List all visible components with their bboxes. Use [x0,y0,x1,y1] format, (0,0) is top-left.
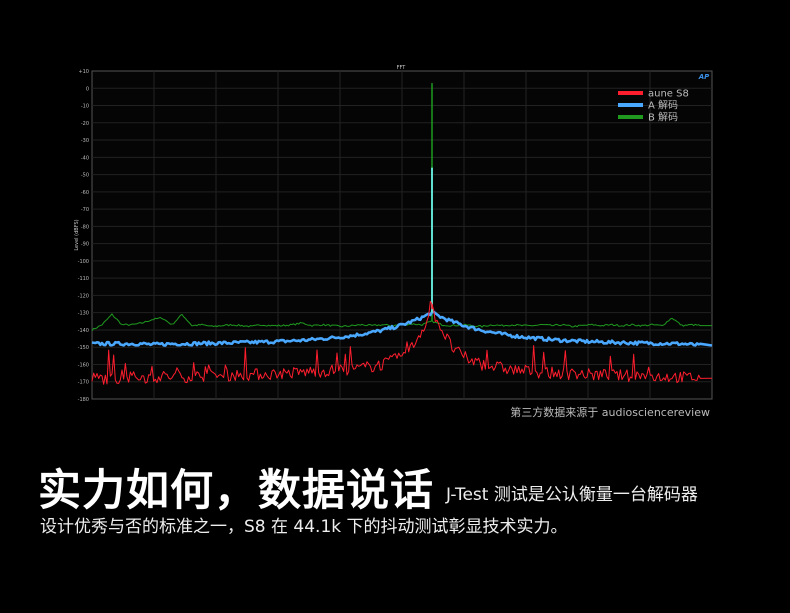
legend-label: B 解码 [648,111,678,124]
ap-logo: AP [698,73,710,81]
y-tick-label: -50 [81,173,89,179]
y-tick-label: -140 [78,328,89,334]
y-tick-label: -110 [78,276,89,282]
subtitle-line-1: J-Test 测试是公认衡量一台解码器 [446,485,698,505]
legend-swatch [618,115,643,119]
legend-label: aune S8 [648,89,689,100]
y-tick-label: -130 [78,311,89,317]
y-tick-label: -120 [78,293,89,299]
y-tick-label: -160 [78,362,89,368]
subtitle-line-2: 设计优秀与否的标准之一，S8 在 44.1k 下的抖动测试彰显技术实力。 [40,517,568,537]
legend-label: A 解码 [648,99,678,112]
y-tick-label: -10 [81,104,89,110]
fft-chart: +10 0 -10 -20 -30 -40 -50 -60 -70 -80 -90 -100 -110 -… [74,65,713,403]
y-tick-label: -70 [81,207,89,213]
y-tick-label: -150 [78,345,89,351]
y-tick-label: -180 [78,397,89,403]
legend-swatch [618,91,643,95]
y-tick-label: -170 [78,380,89,386]
y-tick-label: -100 [78,259,89,265]
y-tick-label: 0 [86,86,89,92]
legend: aune S8A 解码B 解码 [618,89,689,124]
chart-title: FFT [397,65,407,71]
y-axis-label: Level (dBFS) [74,219,80,250]
y-tick-label: -20 [81,121,89,127]
legend-swatch [618,103,643,107]
y-tick-label: +10 [78,69,89,75]
y-tick-label: -30 [81,138,89,144]
series-line-1 [91,310,713,347]
data-source-note: 第三方数据来源于 audiosciencereview [510,406,710,419]
y-tick-label: -80 [81,224,89,230]
y-tick-label: -40 [81,155,89,161]
series-line-0 [91,300,713,385]
y-tick-label: -60 [81,190,89,196]
y-tick-label: -90 [81,242,89,248]
headline: 实力如何，数据说话 [38,466,434,516]
